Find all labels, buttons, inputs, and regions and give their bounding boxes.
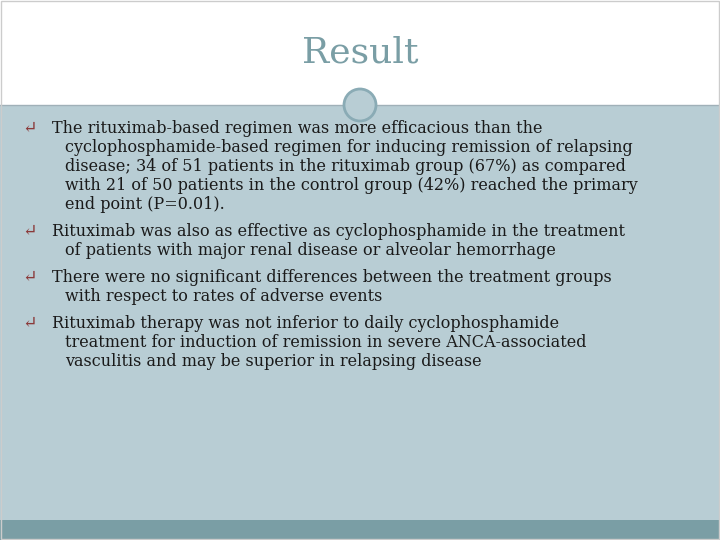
Text: Rituximab was also as effective as cyclophosphamide in the treatment: Rituximab was also as effective as cyclo… — [52, 223, 625, 240]
Text: disease; 34 of 51 patients in the rituximab group (67%) as compared: disease; 34 of 51 patients in the rituxi… — [65, 158, 626, 175]
Text: with respect to rates of adverse events: with respect to rates of adverse events — [65, 288, 382, 305]
Text: of patients with major renal disease or alveolar hemorrhage: of patients with major renal disease or … — [65, 242, 556, 259]
Text: Result: Result — [302, 36, 418, 70]
Text: There were no significant differences between the treatment groups: There were no significant differences be… — [52, 269, 612, 286]
Text: cyclophosphamide-based regimen for inducing remission of relapsing: cyclophosphamide-based regimen for induc… — [65, 139, 633, 156]
Text: ↵: ↵ — [22, 269, 37, 286]
Circle shape — [344, 89, 376, 121]
Text: vasculitis and may be superior in relapsing disease: vasculitis and may be superior in relaps… — [65, 353, 482, 370]
Text: ↵: ↵ — [22, 120, 37, 137]
Text: The rituximab-based regimen was more efficacious than the: The rituximab-based regimen was more eff… — [52, 120, 542, 137]
Bar — [0, 0, 720, 105]
Text: end point (P=0.01).: end point (P=0.01). — [65, 196, 225, 213]
Text: Rituximab therapy was not inferior to daily cyclophosphamide: Rituximab therapy was not inferior to da… — [52, 315, 559, 332]
Text: treatment for induction of remission in severe ANCA-associated: treatment for induction of remission in … — [65, 334, 587, 351]
Circle shape — [350, 95, 370, 115]
Bar — [0, 105, 720, 520]
Bar — [0, 520, 720, 540]
Text: ↵: ↵ — [22, 315, 37, 332]
Text: ↵: ↵ — [22, 223, 37, 240]
Text: with 21 of 50 patients in the control group (42%) reached the primary: with 21 of 50 patients in the control gr… — [65, 177, 638, 194]
